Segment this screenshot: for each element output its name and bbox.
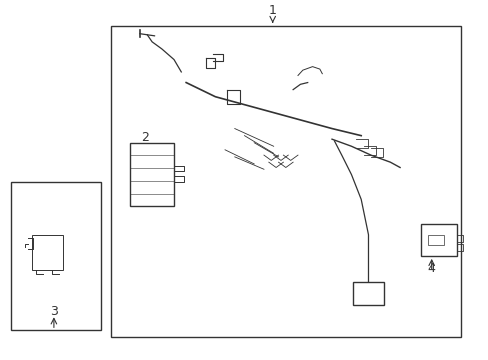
Text: 2: 2 bbox=[141, 131, 148, 144]
Bar bbox=[130, 143, 174, 206]
Bar bbox=[420, 224, 456, 256]
Text: 3: 3 bbox=[50, 305, 58, 318]
Bar bbox=[11, 182, 101, 330]
Text: 1: 1 bbox=[268, 4, 276, 17]
Bar bbox=[32, 235, 63, 270]
Bar bbox=[352, 282, 384, 305]
Text: 4: 4 bbox=[427, 262, 435, 275]
Bar bbox=[427, 235, 444, 246]
Bar bbox=[111, 26, 460, 337]
